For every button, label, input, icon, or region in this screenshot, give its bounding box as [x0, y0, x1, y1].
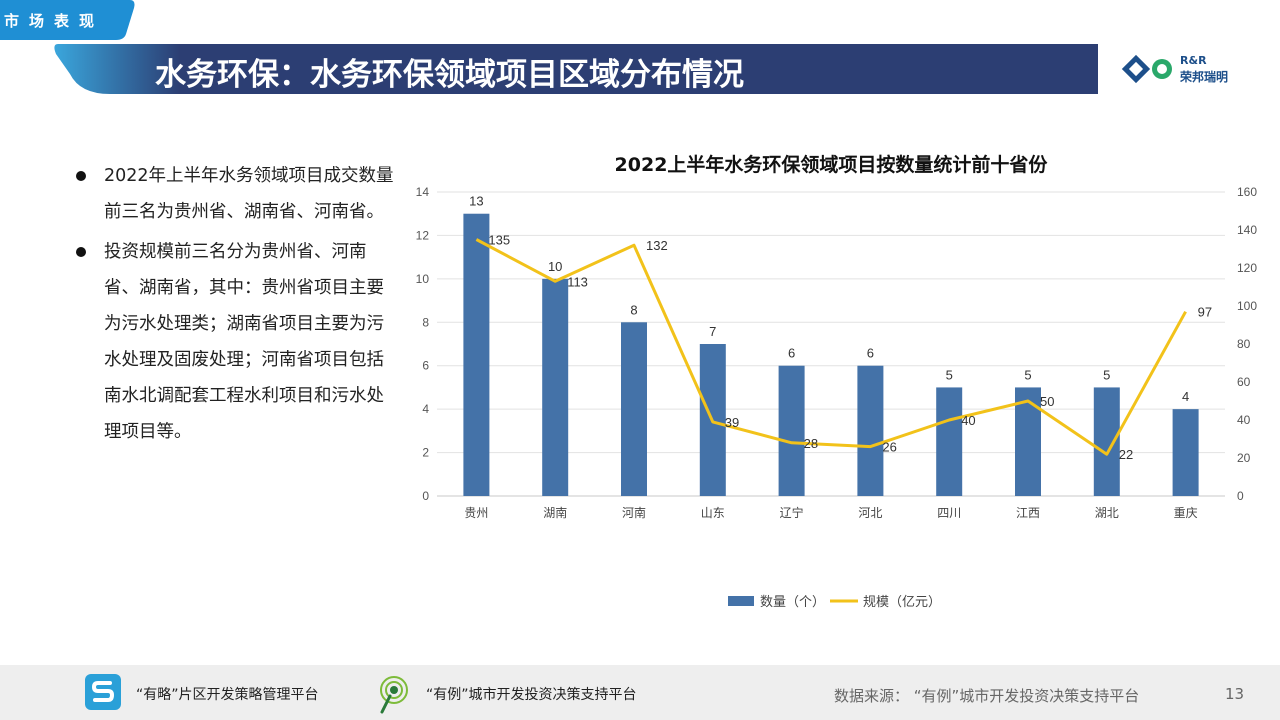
bar-data-label: 6	[788, 346, 795, 361]
title-bar-bg	[54, 44, 1098, 94]
bar	[621, 322, 647, 496]
company-logo	[1121, 54, 1172, 84]
combo-chart: 2022上半年水务环保领域项目按数量统计前十省份0246810121402040…	[416, 153, 1258, 610]
footer-bar	[0, 665, 1280, 720]
bar	[778, 365, 805, 496]
strategy-platform-icon	[85, 674, 121, 710]
x-tick-label: 河北	[858, 506, 882, 520]
line-data-label: 50	[1040, 394, 1054, 409]
x-tick-label: 四川	[937, 506, 961, 520]
legend-label-bar: 数量（个）	[760, 595, 825, 610]
bar	[542, 278, 569, 496]
line-data-label: 97	[1198, 305, 1212, 320]
bar	[1172, 409, 1199, 496]
x-tick-label: 湖北	[1095, 505, 1119, 520]
bullet-item: 投资规模前三名分为贵州省、河南省、湖南省，其中：贵州省项目主要为污水处理类；湖南…	[74, 234, 394, 450]
bar	[463, 213, 490, 496]
x-tick-label: 山东	[701, 506, 725, 520]
line-data-label: 26	[882, 440, 896, 455]
y-right-tick-label: 120	[1237, 261, 1257, 275]
y-left-tick-label: 12	[416, 228, 430, 242]
platform2-label: “有例”城市开发投资决策支持平台	[426, 687, 637, 703]
bar	[857, 365, 884, 496]
y-left-tick-label: 14	[416, 185, 430, 199]
chart-title: 2022上半年水务环保领域项目按数量统计前十省份	[615, 153, 1049, 176]
x-tick-label: 重庆	[1174, 506, 1198, 520]
legend-label-line: 规模（亿元）	[863, 595, 941, 610]
bullet-item: 2022年上半年水务领域项目成交数量前三名为贵州省、湖南省、河南省。	[74, 158, 394, 230]
bar-data-label: 5	[1024, 367, 1031, 382]
bar-data-label: 8	[630, 302, 637, 317]
y-right-tick-label: 80	[1237, 337, 1251, 351]
line-data-label: 39	[725, 415, 739, 430]
x-tick-label: 河南	[622, 505, 646, 520]
y-right-tick-label: 160	[1237, 185, 1257, 199]
bullet-text: 2022年上半年水务领域项目成交数量前三名为贵州省、湖南省、河南省。	[104, 166, 394, 222]
line-data-label: 22	[1119, 447, 1133, 462]
bar-data-label: 10	[548, 259, 562, 274]
y-left-tick-label: 4	[422, 402, 429, 416]
bar-data-label: 5	[946, 367, 953, 382]
line-series	[475, 238, 1187, 456]
bar	[936, 387, 963, 496]
legend-swatch-bar	[728, 596, 754, 606]
y-right-tick-label: 100	[1237, 299, 1257, 313]
line-data-label: 132	[646, 238, 668, 253]
x-tick-label: 江西	[1016, 506, 1040, 520]
y-right-tick-label: 60	[1237, 375, 1251, 389]
line-data-label: 40	[961, 413, 975, 428]
y-right-tick-label: 0	[1237, 489, 1244, 503]
bar-data-label: 13	[469, 194, 483, 209]
y-left-tick-label: 6	[422, 359, 429, 373]
y-left-tick-label: 0	[422, 489, 429, 503]
bullet-dot	[76, 171, 86, 181]
page-title: 水务环保：水务环保领域项目区域分布情况	[155, 57, 744, 93]
platform1-label: “有略”片区开发策略管理平台	[136, 687, 319, 703]
section-tag-bg	[0, 0, 135, 40]
bullet-dot	[76, 247, 86, 257]
y-right-tick-label: 40	[1237, 413, 1251, 427]
x-tick-label: 辽宁	[780, 505, 804, 520]
logo-en: R&R	[1180, 54, 1207, 67]
line-data-label: 28	[804, 436, 818, 451]
y-left-tick-label: 10	[416, 272, 430, 286]
bar-data-label: 7	[709, 324, 716, 339]
bullet-list: 2022年上半年水务领域项目成交数量前三名为贵州省、湖南省、河南省。 投资规模前…	[74, 158, 394, 454]
y-right-tick-label: 140	[1237, 223, 1257, 237]
logo-cn: 荣邦瑞明	[1180, 70, 1229, 84]
y-right-tick-label: 20	[1237, 451, 1251, 465]
page-number: 13	[1225, 685, 1245, 703]
bullet-text: 投资规模前三名分为贵州省、河南省、湖南省，其中：贵州省项目主要为污水处理类；湖南…	[104, 242, 384, 442]
bar	[1093, 387, 1120, 496]
line-data-label: 113	[567, 274, 588, 289]
bar-data-label: 5	[1103, 367, 1110, 382]
y-left-tick-label: 2	[422, 446, 429, 460]
y-left-tick-label: 8	[422, 315, 429, 329]
section-tag: 市场表现	[4, 12, 105, 30]
data-source: 数据来源： “有例”城市开发投资决策支持平台	[834, 687, 1140, 705]
x-tick-label: 湖南	[543, 505, 567, 520]
x-tick-label: 贵州	[464, 506, 488, 520]
bar-data-label: 4	[1182, 389, 1189, 404]
line-data-label: 135	[488, 233, 510, 248]
decision-platform-icon	[380, 676, 408, 714]
bar-data-label: 6	[867, 346, 874, 361]
